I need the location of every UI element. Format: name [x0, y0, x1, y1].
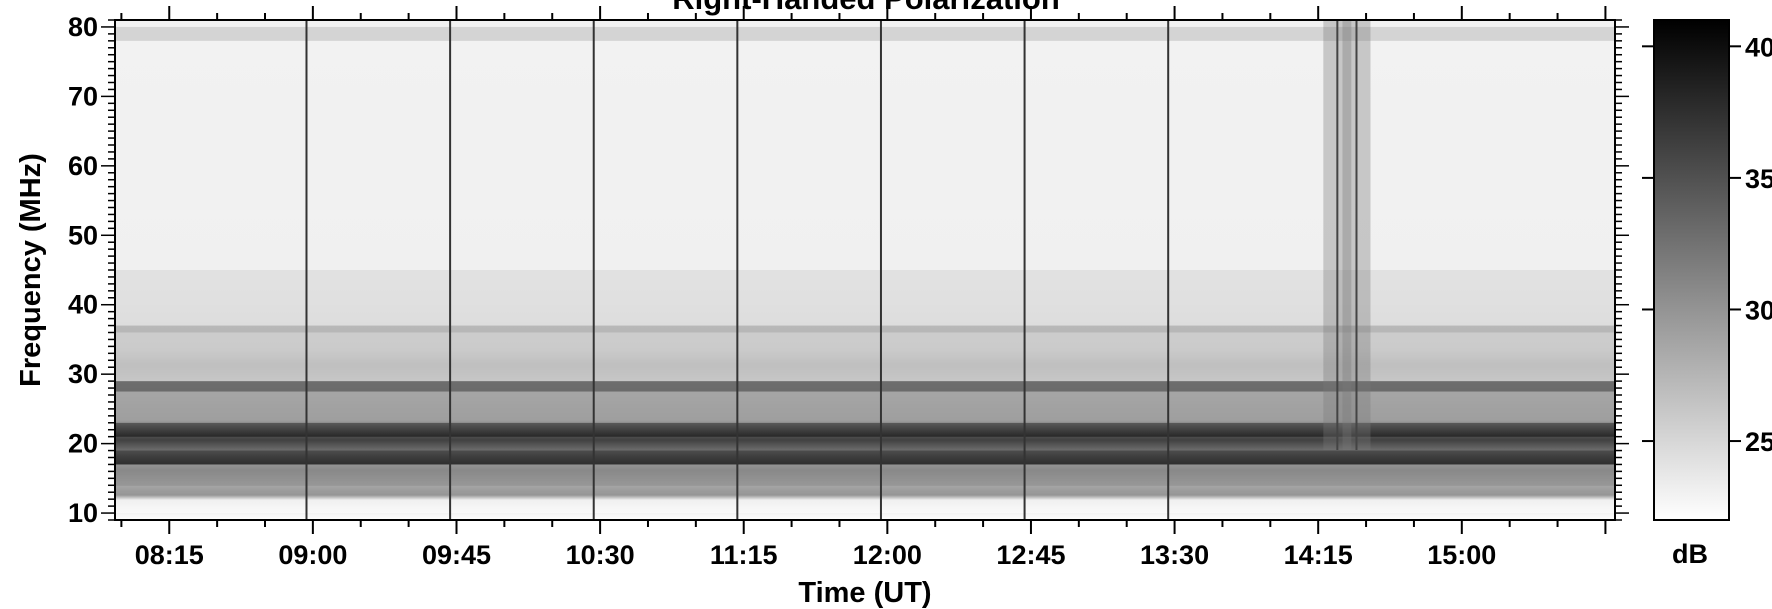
broadband-bursts [1323, 20, 1371, 450]
x-tick-label: 09:00 [278, 540, 347, 570]
rfi-band [115, 26, 1615, 41]
vertical-artifacts [305, 20, 1170, 520]
colorbar-ticks: 25 30 35 40 [1642, 32, 1772, 457]
y-tick-label: 40 [68, 290, 98, 320]
x-tick-label: 13:30 [1140, 540, 1209, 570]
y-tick-label: 10 [68, 498, 98, 528]
colorbar [1653, 19, 1730, 521]
colorbar-tick-label: 35 [1745, 164, 1772, 194]
x-tick-label: 10:30 [566, 540, 635, 570]
y-axis-title: Frequency (MHz) [15, 153, 47, 387]
x-tick-label: 15:00 [1427, 540, 1496, 570]
colorbar-tick-label: 25 [1745, 427, 1772, 457]
rfi-band [115, 40, 1615, 271]
x-tick-label: 14:15 [1284, 540, 1353, 570]
rfi-band [115, 485, 1615, 514]
rfi-band [115, 381, 1615, 392]
colorbar-tick-label: 30 [1745, 295, 1772, 325]
chart-title: Right-Handed Polarization [672, 0, 1060, 16]
y-tick-label: 60 [68, 151, 98, 181]
x-tick-label: 12:00 [853, 540, 922, 570]
rfi-band [115, 270, 1615, 326]
x-tick-label: 12:45 [996, 540, 1065, 570]
y-tick-label: 80 [68, 12, 98, 42]
rfi-band [115, 332, 1615, 382]
y-tick-label: 30 [68, 359, 98, 389]
y-tick-label: 20 [68, 429, 98, 459]
x-axis-title: Time (UT) [798, 577, 931, 609]
rfi-band [115, 325, 1615, 333]
rfi-band [115, 422, 1615, 437]
rfi-bands [115, 26, 1615, 514]
colorbar-label: dB [1672, 539, 1708, 569]
x-axis-ticks: 08:15 09:00 09:45 10:30 11:15 12:00 12:45 13:30… [120, 6, 1607, 570]
rfi-band [115, 391, 1615, 423]
y-tick-label: 50 [68, 220, 98, 250]
rfi-band [115, 464, 1615, 486]
colorbar-tick-label: 40 [1745, 32, 1772, 62]
x-tick-label: 11:15 [710, 540, 778, 570]
x-tick-label: 08:15 [135, 540, 204, 570]
x-tick-label: 09:45 [422, 540, 491, 570]
rfi-band [115, 436, 1615, 451]
y-tick-label: 70 [68, 81, 98, 111]
rfi-band [115, 450, 1615, 465]
y-axis-ticks: 10 20 30 40 50 60 70 80 [68, 12, 1629, 528]
